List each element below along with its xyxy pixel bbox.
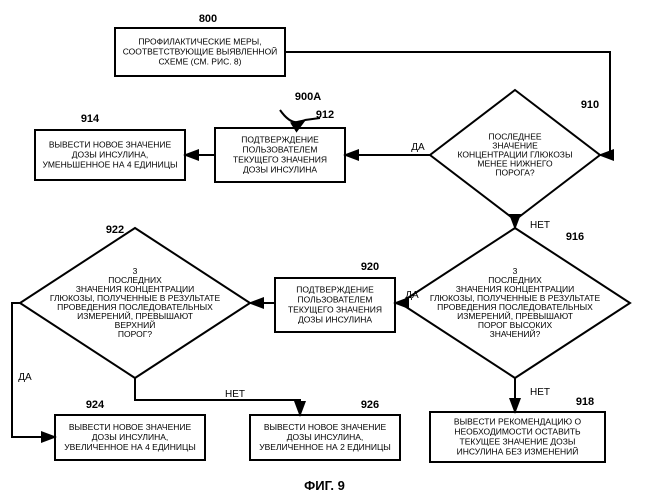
svg-text:НЕОБХОДИМОСТИ ОСТАВИТЬ: НЕОБХОДИМОСТИ ОСТАВИТЬ [454,426,581,436]
svg-text:ДОЗЫ ИНСУЛИНА: ДОЗЫ ИНСУЛИНА [298,314,372,324]
label-n914: 914 [81,113,100,125]
svg-text:ДОЗЫ ИНСУЛИНА,: ДОЗЫ ИНСУЛИНА, [92,432,168,442]
edge-label-1: ДА [411,142,425,153]
svg-text:ПОЛЬЗОВАТЕЛЕМ: ПОЛЬЗОВАТЕЛЕМ [243,144,318,154]
svg-text:СХЕМЕ (СМ. РИС. 8): СХЕМЕ (СМ. РИС. 8) [159,56,242,66]
svg-text:ПОДТВЕРЖДЕНИЕ: ПОДТВЕРЖДЕНИЕ [296,284,374,294]
svg-text:СООТВЕТСТВУЮЩИЕ ВЫЯВЛЕННОЙ: СООТВЕТСТВУЮЩИЕ ВЫЯВЛЕННОЙ [123,45,278,56]
svg-text:ВЫВЕСТИ НОВОЕ ЗНАЧЕНИЕ: ВЫВЕСТИ НОВОЕ ЗНАЧЕНИЕ [264,422,387,432]
svg-text:УМЕНЬШЕННОЕ НА 4 ЕДИНИЦЫ: УМЕНЬШЕННОЕ НА 4 ЕДИНИЦЫ [42,159,177,169]
edge-label-3: НЕТ [530,220,550,231]
edge-7 [135,378,300,415]
label-n800: 800 [199,13,217,25]
edge-0 [285,52,610,155]
edge-9 [280,110,305,122]
svg-text:ЗНАЧЕНИЙ?: ЗНАЧЕНИЙ? [490,328,541,339]
svg-text:ДОЗЫ ИНСУЛИНА,: ДОЗЫ ИНСУЛИНА, [287,432,363,442]
edge-8 [12,303,55,437]
label-n910: 910 [581,99,599,111]
svg-text:ВЫВЕСТИ НОВОЕ ЗНАЧЕНИЕ: ВЫВЕСТИ НОВОЕ ЗНАЧЕНИЕ [49,139,172,149]
label-n920: 920 [361,261,379,273]
svg-text:ВЫВЕСТИ РЕКОМЕНДАЦИЮ О: ВЫВЕСТИ РЕКОМЕНДАЦИЮ О [454,416,582,426]
edge-label-4: ДА [405,290,419,301]
svg-text:ТЕКУЩЕГО ЗНАЧЕНИЯ: ТЕКУЩЕГО ЗНАЧЕНИЯ [233,154,327,164]
svg-text:ИНСУЛИНА БЕЗ ИЗМЕНЕНИЙ: ИНСУЛИНА БЕЗ ИЗМЕНЕНИЙ [457,445,579,456]
sublabel-n912: 900A [295,91,321,103]
svg-text:ПОДТВЕРЖДЕНИЕ: ПОДТВЕРЖДЕНИЕ [241,134,319,144]
edge-label-8: ДА [18,372,32,383]
svg-text:ВЫВЕСТИ НОВОЕ ЗНАЧЕНИЕ: ВЫВЕСТИ НОВОЕ ЗНАЧЕНИЕ [69,422,192,432]
label-n912: 912 [316,109,334,121]
svg-text:ПОЛЬЗОВАТЕЛЕМ: ПОЛЬЗОВАТЕЛЕМ [298,294,373,304]
svg-text:ПОРОГ?: ПОРОГ? [118,329,152,339]
svg-text:ПРОФИЛАКТИЧЕСКИЕ МЕРЫ,: ПРОФИЛАКТИЧЕСКИЕ МЕРЫ, [138,36,261,46]
label-n922: 922 [106,224,124,236]
svg-text:ПОРОГА?: ПОРОГА? [495,167,535,177]
label-n926: 926 [361,399,379,411]
label-n916: 916 [566,231,584,243]
svg-text:ТЕКУЩЕЕ ЗНАЧЕНИЕ ДОЗЫ: ТЕКУЩЕЕ ЗНАЧЕНИЕ ДОЗЫ [460,436,576,446]
label-n924: 924 [86,399,105,411]
edge-label-7: НЕТ [225,389,245,400]
svg-text:УВЕЛИЧЕННОЕ НА 2 ЕДИНИЦЫ: УВЕЛИЧЕННОЕ НА 2 ЕДИНИЦЫ [259,442,391,452]
svg-text:ДОЗЫ ИНСУЛИНА: ДОЗЫ ИНСУЛИНА [243,164,317,174]
svg-text:УВЕЛИЧЕННОЕ НА 4 ЕДИНИЦЫ: УВЕЛИЧЕННОЕ НА 4 ЕДИНИЦЫ [64,442,196,452]
figure-caption: ФИГ. 9 [304,478,345,493]
label-n918: 918 [576,396,594,408]
svg-text:ТЕКУЩЕГО ЗНАЧЕНИЯ: ТЕКУЩЕГО ЗНАЧЕНИЯ [288,304,382,314]
flowchart: ПРОФИЛАКТИЧЕСКИЕ МЕРЫ,СООТВЕТСТВУЮЩИЕ ВЫ… [0,0,649,500]
edge-label-6: НЕТ [530,387,550,398]
svg-text:ДОЗЫ ИНСУЛИНА,: ДОЗЫ ИНСУЛИНА, [72,149,148,159]
